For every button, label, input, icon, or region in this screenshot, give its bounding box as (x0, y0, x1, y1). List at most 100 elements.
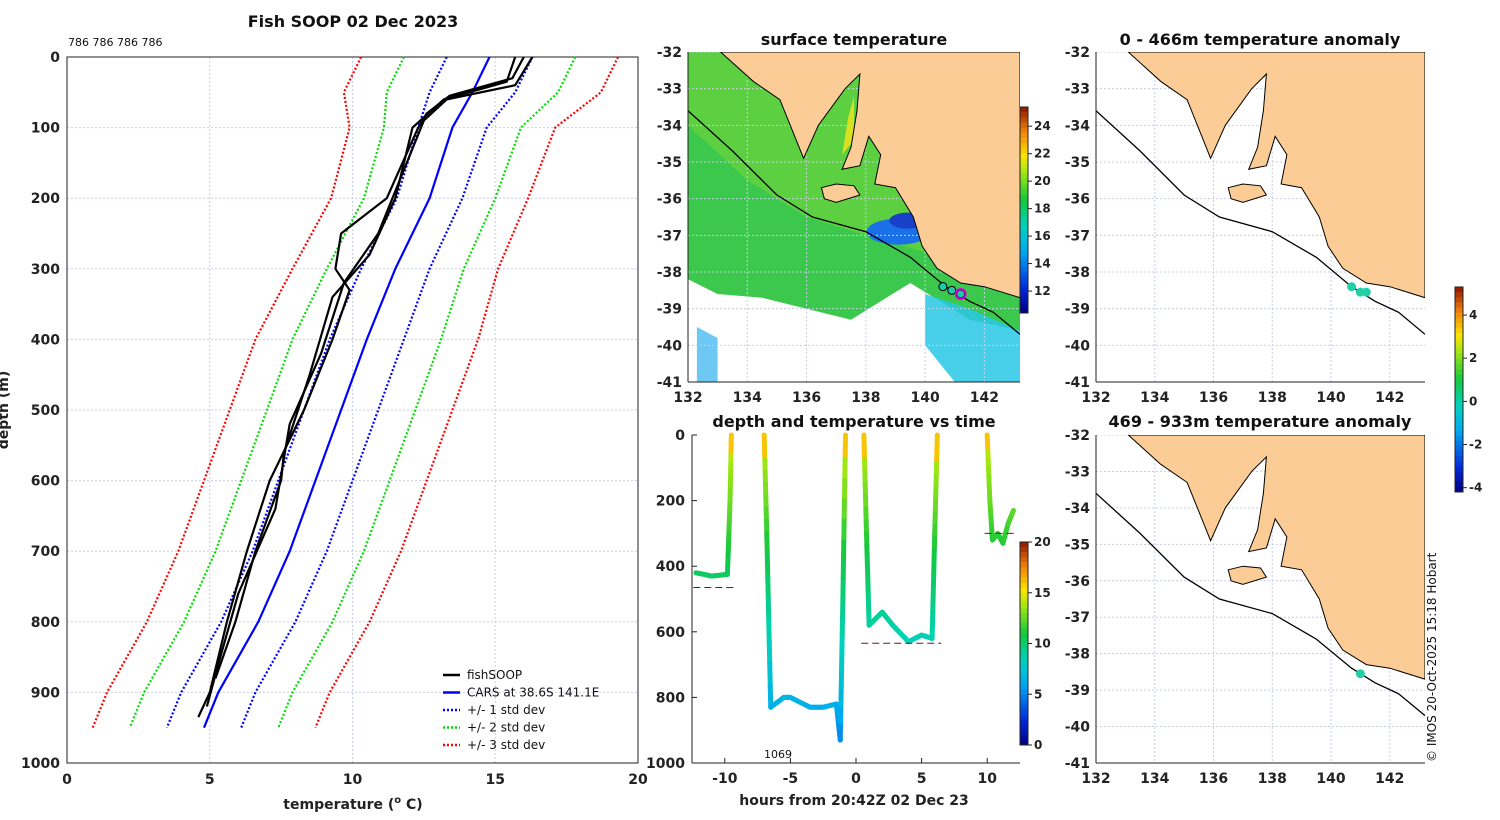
time-colorbar-tick-label: 20 (1034, 535, 1051, 549)
sst-colorbar-tick-label: 22 (1034, 147, 1051, 161)
time-colorbar-segment (1020, 694, 1028, 700)
anomaly-colorbar-segment (1455, 445, 1463, 452)
lat-tick-label: -39 (657, 302, 682, 318)
lat-tick-label: -40 (657, 338, 683, 354)
legend-label: +/- 2 std dev (467, 721, 545, 735)
sst-cool-area (925, 294, 1020, 382)
time-colorbar-segment (1020, 663, 1028, 670)
sst-colorbar-segment (1020, 266, 1028, 273)
anomaly-upper-panel: 0 - 466m temperature anomaly 132 134 136 13… (1065, 30, 1483, 495)
y-tick-label: 500 (31, 403, 60, 419)
kangaroo-island (820, 183, 861, 203)
lat-tick-label: -35 (657, 155, 682, 171)
anomaly-colorbar-segment (1455, 399, 1463, 406)
time-panel: depth and temperature vs time hours from… (646, 412, 1051, 809)
lat-tick-label: -34 (657, 118, 683, 134)
time-colorbar-segment (1020, 643, 1028, 650)
lat-tick-label: -38 (1065, 265, 1090, 281)
lon-tick-label: 138 (851, 390, 880, 406)
x-tick-label: 5 (205, 772, 215, 788)
anomaly-point (1361, 287, 1371, 297)
current-position-marker (954, 288, 967, 300)
anomaly-colorbar-segment (1455, 353, 1463, 360)
time-colorbar-segment (1020, 714, 1028, 721)
sst-colorbar-segment (1020, 127, 1028, 134)
anomaly-colorbar-tick-label: 2 (1469, 351, 1477, 365)
map-area (1096, 52, 1425, 382)
anomaly-colorbar-segment (1455, 476, 1463, 483)
sst-colorbar-tick-label: 20 (1034, 174, 1051, 188)
y-tick-label: 800 (31, 615, 60, 631)
time-colorbar-segment (1020, 734, 1028, 741)
cars-mean-line (202, 56, 491, 729)
map-area (1096, 435, 1425, 763)
anomaly-colorbar-segment (1455, 384, 1463, 390)
lon-tick-label: 138 (1258, 771, 1287, 787)
anomaly-colorbar-segment (1455, 435, 1463, 442)
lat-tick-label: -36 (1065, 574, 1090, 590)
y-tick-label: 300 (31, 262, 60, 278)
anomaly-lower-panel: 469 - 933m temperature anomaly 132 134 136… (1065, 412, 1425, 787)
x-tick-label: -5 (783, 771, 799, 787)
credit-text: © IMOS 20-Oct-2025 15:18 Hobart (1425, 552, 1439, 762)
anomaly-colorbar-segment (1455, 471, 1463, 478)
sst-colorbar-tick-label: 24 (1034, 119, 1051, 133)
sst-colorbar-segment (1020, 307, 1028, 314)
x-tick-label: 15 (486, 772, 505, 788)
land (719, 52, 1020, 299)
time-colorbar-segment (1020, 709, 1028, 716)
lat-tick-label: -37 (657, 228, 682, 244)
lon-tick-label: 136 (792, 390, 821, 406)
sst-colorbar-segment (1020, 194, 1028, 201)
anomaly-colorbar-segment (1455, 486, 1463, 493)
shelf-contour (1096, 492, 1425, 717)
anomaly-colorbar-segment (1455, 348, 1463, 355)
legend-label: +/- 1 std dev (467, 703, 545, 717)
anomaly-colorbar-segment (1455, 338, 1463, 344)
sst-colorbar-segment (1020, 107, 1028, 113)
time-colorbar-segment (1020, 582, 1028, 589)
lon-tick-label: 134 (733, 390, 762, 406)
sst-colorbar-segment (1020, 173, 1028, 180)
lat-tick-label: -36 (1065, 192, 1090, 208)
lon-tick-label: 136 (1199, 390, 1228, 406)
anomaly-point (1347, 282, 1357, 292)
sst-colorbar-tick-label: 16 (1034, 229, 1051, 243)
time-colorbar-segment (1020, 567, 1028, 573)
profile-ylabel: depth (m) (0, 371, 12, 449)
time-colorbar-segment (1020, 577, 1028, 584)
lat-tick-label: -33 (1065, 82, 1090, 98)
lat-tick-label: -39 (1065, 683, 1090, 699)
lat-tick-label: -36 (657, 192, 682, 208)
y-tick-label: 200 (656, 494, 685, 510)
lon-tick-label: 142 (1375, 390, 1404, 406)
anomaly-colorbar-segment (1455, 374, 1463, 380)
lat-tick-label: -38 (1065, 647, 1090, 663)
x-tick-label: -10 (712, 771, 738, 787)
time-colorbar-segment (1020, 653, 1028, 660)
sst-colorbar-segment (1020, 199, 1028, 206)
lon-tick-label: 132 (673, 390, 702, 406)
anomaly-colorbar-tick-label: -4 (1469, 481, 1482, 495)
sst-map-panel: surface temperature 132 134 136 138 140 142 -3… (657, 30, 1051, 406)
track-point (938, 282, 948, 292)
legend-label: +/- 3 std dev (467, 738, 545, 752)
fishsoop-profile-line (205, 56, 534, 707)
sst-colorbar-segment (1020, 287, 1028, 293)
x-tick-label: 20 (628, 772, 648, 788)
track-point (956, 289, 966, 299)
fishsoop-profile-line (214, 56, 517, 679)
profile-annotation: 786 786 786 786 (68, 36, 162, 49)
time-colorbar-segment (1020, 597, 1028, 604)
lon-tick-label: 142 (1375, 771, 1404, 787)
anomaly-colorbar-segment (1455, 461, 1463, 467)
y-tick-label: 900 (31, 685, 60, 701)
lon-tick-label: 132 (1081, 390, 1110, 406)
time-colorbar-segment (1020, 658, 1028, 665)
time-colorbar-segment (1020, 673, 1028, 680)
sst-colorbar-segment (1020, 271, 1028, 278)
time-colorbar-segment (1020, 724, 1028, 731)
sst-colorbar-segment (1020, 179, 1028, 185)
sst-colorbar-segment (1020, 261, 1028, 268)
